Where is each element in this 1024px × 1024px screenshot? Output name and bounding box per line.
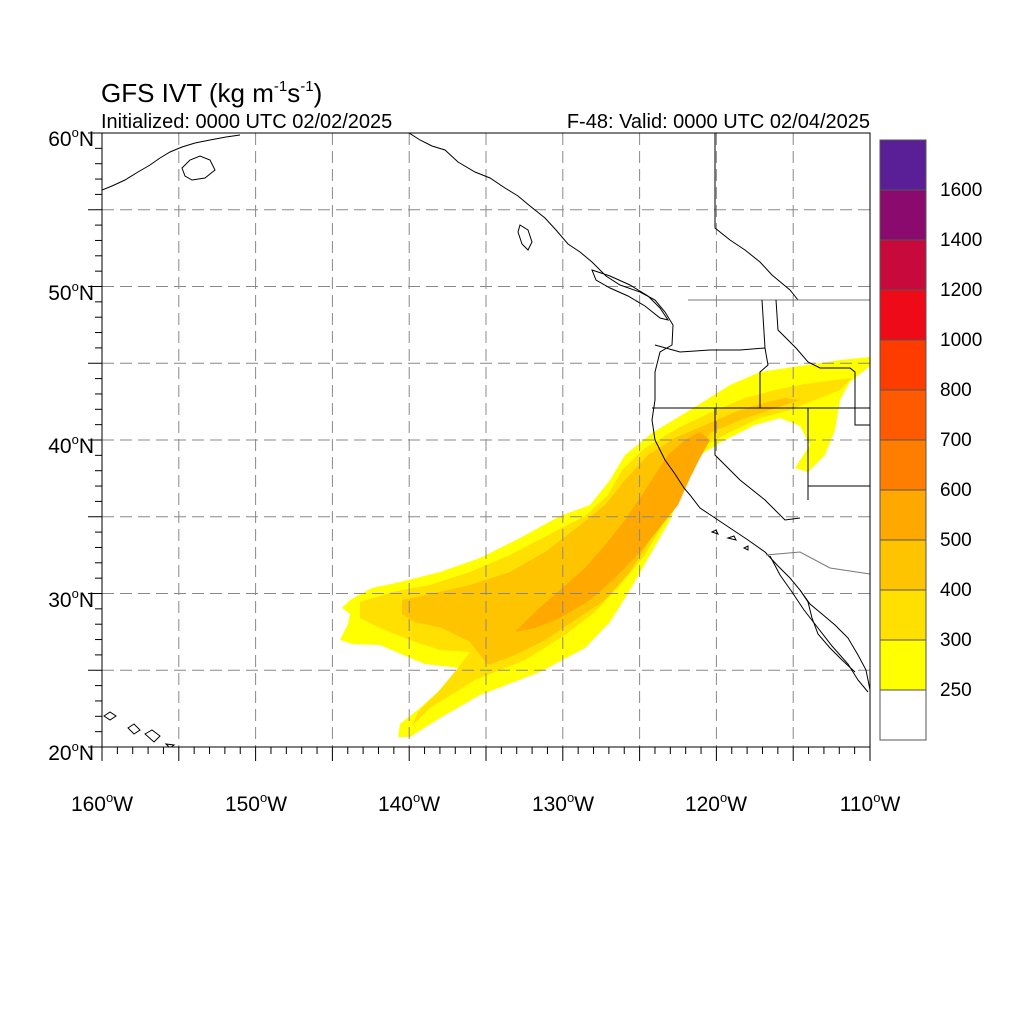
haida-gwaii-coast (517, 224, 533, 251)
map-gridlines (102, 133, 870, 747)
lon-label-150w: 150oW (224, 790, 288, 816)
map-tick-marks (88, 132, 871, 761)
colorbar-label-300: 300 (940, 630, 972, 651)
colorbar-bin (879, 339, 927, 391)
us-mexico-border (765, 551, 870, 575)
colorbar-label-1000: 1000 (940, 330, 983, 351)
colorbar-bin (879, 539, 927, 591)
lat-label-60: 60oN (48, 125, 94, 151)
colorbar-bin (879, 639, 927, 691)
colorbar-bin (879, 589, 927, 641)
lon-label-140w: 140oW (377, 790, 441, 816)
colorbar-bin (879, 489, 927, 541)
colorbar-label-1200: 1200 (940, 280, 983, 301)
ivt-band-500 (515, 432, 710, 632)
colorbar-bin (879, 239, 927, 291)
colorbar-label-1400: 1400 (940, 230, 983, 251)
title-exponent-2: -1 (300, 78, 314, 95)
coastlines-and-borders (102, 133, 870, 747)
colorbar-bin (879, 289, 927, 341)
colorbar-bin (879, 689, 927, 741)
alaska-gulf-coast (102, 134, 241, 191)
lat-label-20: 20oN (48, 739, 94, 765)
colorbar-label-250: 250 (940, 680, 972, 701)
colorbar-bin (879, 389, 927, 441)
map-title: GFS IVT (kg m-1s-1) (101, 72, 322, 108)
lat-label-40: 40oN (48, 432, 94, 458)
colorbar-bin (879, 189, 927, 241)
california-nevada-border (714, 408, 801, 521)
colorbar-bin (879, 139, 927, 191)
colorbar-label-600: 600 (940, 480, 972, 501)
nevada-arizona-border (807, 408, 870, 500)
colorbar-bin (879, 439, 927, 491)
colorbar-label-700: 700 (940, 430, 972, 451)
gulf-california-coast (799, 589, 856, 673)
valid-time: F-48: Valid: 0000 UTC 02/04/2025 (566, 111, 870, 133)
canada-bc-border (714, 133, 799, 301)
washington-oregon-border (654, 344, 769, 408)
lat-label-30: 30oN (48, 586, 94, 612)
idaho-border (761, 299, 870, 426)
lon-label-120w: 120oW (684, 790, 748, 816)
title-suffix: ) (313, 78, 323, 108)
hawaii-islands (103, 711, 176, 747)
channel-islands (710, 529, 749, 551)
ivt-band-400 (402, 398, 800, 665)
title-mid: s (287, 78, 301, 108)
colorbar-label-400: 400 (940, 580, 972, 601)
lon-label-130w: 130oW (531, 790, 595, 816)
ivt-plume (340, 357, 870, 737)
alaska-coastline (408, 133, 870, 691)
colorbar-label-500: 500 (940, 530, 972, 551)
colorbar-label-800: 800 (940, 380, 972, 401)
title-prefix: GFS IVT (kg m (101, 78, 274, 108)
baja-peninsula-coast (769, 555, 869, 693)
initialized-time: Initialized: 0000 UTC 02/02/2025 (101, 111, 393, 133)
kodiak-coast (181, 155, 216, 181)
colorbar-label-1600: 1600 (940, 180, 983, 201)
vancouver-island-coast (591, 269, 670, 321)
title-exponent-1: -1 (273, 78, 288, 95)
lat-label-50: 50oN (48, 279, 94, 305)
lon-label-160w: 160oW (70, 790, 134, 816)
colorbar (879, 139, 927, 741)
lon-label-110w: 110oW (839, 790, 901, 816)
